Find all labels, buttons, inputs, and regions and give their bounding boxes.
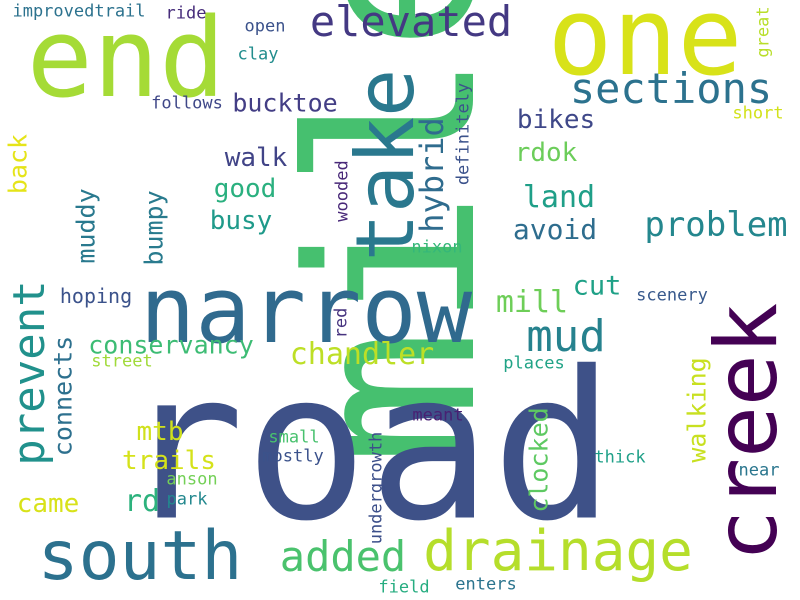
word-near: near (738, 460, 780, 481)
word-places: places (503, 353, 565, 374)
word-field: field (378, 577, 430, 598)
word-good: good (213, 174, 277, 204)
word-bumpy: bumpy (139, 190, 169, 266)
word-great: great (753, 6, 774, 58)
word-walk: walk (224, 143, 288, 173)
word-elevated: elevated (309, 0, 513, 46)
word-short: short (732, 103, 784, 124)
word-open: open (244, 16, 286, 37)
word-rd: rd (123, 484, 161, 519)
word-ride: ride (165, 3, 207, 24)
word-cut: cut (572, 270, 622, 302)
word-prevent: prevent (4, 280, 55, 466)
word-rdok: rdok (514, 138, 578, 168)
word-connects: connects (48, 335, 78, 457)
word-enters: enters (455, 574, 517, 595)
word-undergrowth: undergrowth (366, 431, 387, 545)
word-thick: thick (594, 447, 646, 468)
word-hybrid: hybrid (413, 117, 451, 233)
word-narrow: narrow (139, 257, 473, 364)
word-wooded: wooded (332, 160, 353, 222)
word-clocked: clocked (524, 407, 554, 513)
word-anson: anson (166, 469, 218, 490)
word-bucktoe: bucktoe (232, 88, 338, 118)
word-end: end (26, 0, 226, 122)
word-bikes: bikes (516, 105, 596, 135)
word-south: south (37, 517, 243, 596)
word-walking: walking (682, 357, 712, 463)
word-mtb: mtb (136, 417, 184, 447)
word-problem: problem (644, 205, 788, 245)
word-added: added (279, 532, 407, 581)
word-muddy: muddy (71, 188, 101, 264)
word-trails: trails (122, 446, 216, 476)
word-hoping: hoping (59, 284, 133, 308)
word-road: road (121, 328, 615, 567)
word-one: one (547, 0, 743, 100)
word-clay: clay (237, 44, 279, 65)
word-sections: sections (569, 64, 773, 113)
word-meant: meant (412, 405, 464, 426)
word-drainage: drainage (423, 519, 693, 584)
word-avoid: avoid (512, 213, 598, 246)
word-conservancy: conservancy (88, 330, 254, 360)
word-small: small (268, 427, 320, 448)
word-back: back (3, 133, 33, 195)
word-mill: mill (495, 285, 569, 320)
word-scenery: scenery (636, 285, 708, 306)
word-mostly: mostly (262, 446, 324, 467)
word-red: red (331, 307, 352, 339)
word-came: came (16, 489, 80, 519)
word-follows: follows (151, 93, 223, 114)
word-definitely: definitely (453, 82, 474, 186)
word-mud: mud (526, 311, 606, 362)
word-improvedtrail: improvedtrail (12, 1, 146, 22)
word-street: street (91, 351, 153, 372)
word-land: land (522, 180, 596, 215)
word-busy: busy (209, 206, 273, 236)
word-nixon: nixon (411, 237, 463, 258)
word-park: park (166, 489, 208, 510)
word-chandler: chandler (289, 337, 435, 372)
word-creek: creek (697, 302, 797, 562)
